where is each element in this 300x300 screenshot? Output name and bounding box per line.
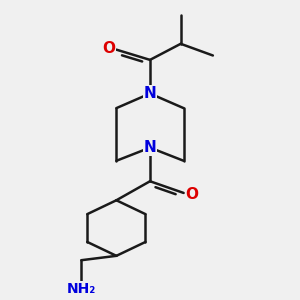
Text: N: N — [144, 140, 156, 155]
Text: O: O — [185, 187, 198, 202]
Text: N: N — [144, 86, 156, 101]
Text: NH₂: NH₂ — [67, 282, 96, 296]
Text: O: O — [103, 41, 116, 56]
